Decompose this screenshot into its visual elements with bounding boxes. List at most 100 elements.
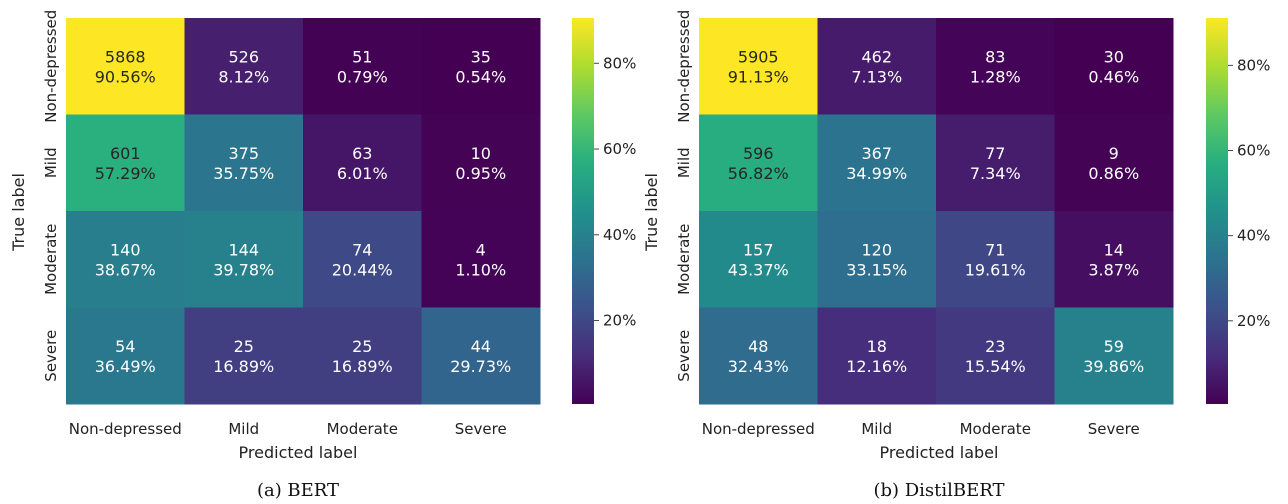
heatmap-cell [66,211,185,308]
cell-count-label: 59 [1104,337,1124,356]
colorbar-tick-label: 40% [603,226,636,244]
x-tick-labels: Non-depressed Mild Moderate Severe [69,420,507,438]
cell-count-label: 74 [352,240,372,259]
cell-count-label: 157 [743,240,774,259]
cell-percent-label: 0.46% [1088,67,1139,86]
heatmap-cell [817,18,937,115]
heatmap-cell [303,211,422,308]
heatmap-cell [699,307,818,405]
colorbar [1206,18,1228,404]
heatmap-cell [184,114,304,212]
heatmap-cell [936,18,1055,115]
cell-count-label: 10 [471,144,491,163]
y-tick-labels: Non-depressed Mild Moderate Severe [42,10,60,382]
cell-percent-label: 1.10% [455,260,506,279]
cell-count-label: 120 [861,240,892,259]
heatmap-cell [699,18,818,115]
colorbar-tick-label: 20% [603,312,636,330]
cell-percent-label: 43.37% [728,260,789,279]
cell-percent-label: 36.49% [95,357,156,376]
cell-count-label: 526 [228,47,259,66]
cell-count-label: 140 [110,240,141,259]
y-tick-label: Severe [675,330,693,382]
cell-percent-label: 57.29% [95,164,156,183]
cell-percent-label: 39.86% [1083,357,1144,376]
heatmap-cell [699,114,818,212]
y-tick-label: Moderate [42,224,60,295]
colorbar-tick-label: 20% [1237,312,1270,330]
cell-count-label: 375 [228,144,259,163]
y-tick-label: Mild [42,147,60,178]
colorbar-ticks: 20% 40% 60% 80% [594,54,636,330]
cell-percent-label: 7.34% [970,164,1021,183]
colorbar-ticks: 20% 40% 60% 80% [1228,56,1270,330]
cell-count-label: 18 [867,337,887,356]
cell-count-label: 71 [985,240,1005,259]
cell-count-label: 54 [115,337,135,356]
cell-count-label: 77 [985,144,1005,163]
cell-count-label: 9 [1109,144,1119,163]
cell-count-label: 4 [476,240,486,259]
heatmap-cell [936,307,1055,405]
heatmap-cell [66,18,185,115]
cell-percent-label: 0.79% [337,67,388,86]
heatmap-cell [1054,18,1174,115]
y-tick-labels: Non-depressed Mild Moderate Severe [675,10,693,382]
heatmap-cell [421,18,541,115]
heatmap-cell [1054,211,1174,308]
cell-percent-label: 8.12% [218,67,269,86]
x-tick-label: Moderate [960,420,1031,438]
x-tick-label: Non-depressed [69,420,182,438]
heatmap-cell [817,114,937,212]
cell-percent-label: 34.99% [846,164,907,183]
y-tick-label: Mild [675,147,693,178]
heatmap-cell [817,211,937,308]
cell-percent-label: 39.78% [213,260,274,279]
y-tick-label: Severe [42,330,60,382]
cell-count-label: 30 [1104,47,1124,66]
cell-count-label: 35 [471,47,491,66]
heatmap-cell [1054,307,1174,405]
x-tick-label: Non-depressed [702,420,815,438]
cell-count-label: 44 [471,337,491,356]
heatmap-cell [66,307,185,405]
heatmap-cell [66,114,185,212]
cell-count-label: 23 [985,337,1005,356]
cell-percent-label: 0.95% [455,164,506,183]
heatmap-cell [421,114,541,212]
cell-percent-label: 0.86% [1088,164,1139,183]
cell-count-label: 25 [234,337,254,356]
cell-count-label: 51 [352,47,372,66]
x-tick-label: Mild [861,420,892,438]
cell-percent-label: 19.61% [965,260,1026,279]
cell-percent-label: 33.15% [846,260,907,279]
colorbar [572,18,594,404]
figure-caption: (b) DistilBERT [873,480,1004,501]
cell-percent-label: 1.28% [970,67,1021,86]
cell-count-label: 48 [748,337,768,356]
figure-caption: (a) BERT [257,480,339,501]
cell-count-label: 5868 [105,47,146,66]
cell-percent-label: 35.75% [213,164,274,183]
cell-percent-label: 32.43% [728,357,789,376]
cell-count-label: 83 [985,47,1005,66]
cell-count-label: 601 [110,144,141,163]
cell-percent-label: 90.56% [95,67,156,86]
x-tick-label: Mild [228,420,259,438]
cell-percent-label: 16.89% [213,357,274,376]
heatmap-cell [1054,114,1174,212]
x-tick-label: Severe [1088,420,1140,438]
cell-percent-label: 7.13% [851,67,902,86]
cell-percent-label: 16.89% [332,357,393,376]
heatmap-cell [184,307,304,405]
cell-percent-label: 29.73% [450,357,511,376]
cell-percent-label: 3.87% [1088,260,1139,279]
heatmap-cell [699,211,818,308]
y-tick-label: Non-depressed [675,10,693,123]
cell-percent-label: 12.16% [846,357,907,376]
cell-count-label: 5905 [738,47,779,66]
